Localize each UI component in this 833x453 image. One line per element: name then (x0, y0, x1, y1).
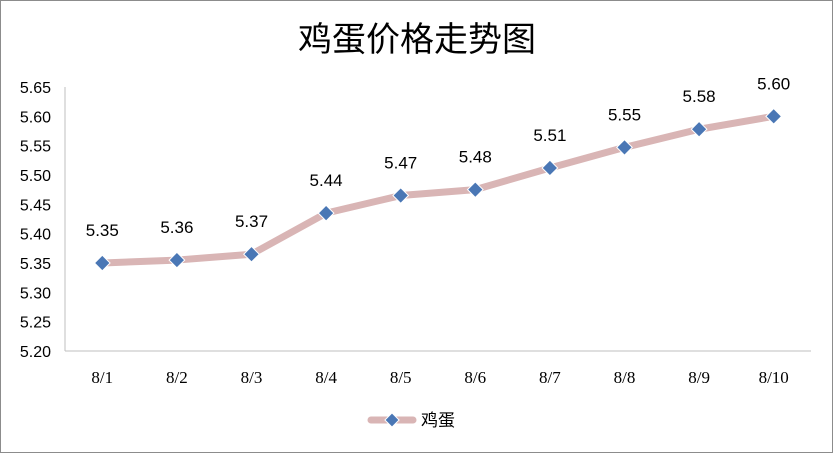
data-label: 5.47 (384, 154, 417, 173)
data-label: 5.35 (86, 221, 119, 240)
x-tick-label: 8/10 (759, 368, 789, 387)
data-label: 5.36 (160, 218, 193, 237)
data-point-marker (616, 138, 633, 156)
data-label: 5.48 (459, 148, 492, 167)
chart-title: 鸡蛋价格走势图 (298, 20, 536, 60)
series-line (98, 112, 778, 267)
y-tick-label: 5.50 (20, 168, 51, 185)
data-point-marker (466, 181, 484, 199)
x-tick-label: 8/9 (688, 368, 710, 387)
y-tick-label: 5.55 (20, 139, 51, 156)
y-tick-label: 5.40 (20, 227, 51, 244)
y-tick-label: 5.30 (20, 285, 51, 302)
legend: 鸡蛋 (367, 411, 455, 431)
y-tick-labels: 5.20 5.25 5.30 5.35 5.40 5.45 5.50 5.55 5.60 5.65 (20, 80, 51, 361)
x-tick-label: 8/2 (166, 368, 188, 387)
data-label: 5.60 (757, 74, 790, 93)
legend-marker-swatch (384, 412, 400, 428)
y-tick-label: 5.60 (20, 109, 51, 126)
data-label: 5.44 (310, 171, 343, 190)
x-tick-label: 8/7 (539, 368, 561, 387)
data-point-marker (541, 159, 559, 177)
data-labels: 5.35 5.36 5.37 5.44 5.47 5.48 5.51 5.55 5.58 5.60 (86, 74, 790, 240)
data-point-marker (690, 120, 708, 138)
legend-label: 鸡蛋 (421, 411, 455, 431)
x-tick-label: 8/3 (241, 368, 263, 387)
series-markers (93, 107, 783, 272)
data-point-marker (317, 204, 335, 222)
x-tick-label: 8/6 (464, 368, 486, 387)
data-label: 5.37 (235, 212, 268, 231)
x-tick-label: 8/1 (91, 368, 113, 387)
data-label: 5.51 (533, 126, 566, 145)
data-point-marker (93, 254, 111, 272)
x-tick-label: 8/8 (614, 368, 636, 387)
data-point-marker (168, 251, 186, 269)
data-label: 5.55 (608, 105, 641, 124)
y-tick-label: 5.35 (20, 256, 51, 273)
y-tick-label: 5.20 (20, 344, 51, 361)
y-tick-label: 5.45 (20, 197, 51, 214)
data-point-marker (243, 245, 260, 263)
x-tick-label: 8/5 (390, 368, 412, 387)
y-tick-label: 5.25 (20, 315, 51, 332)
y-tick-label: 5.65 (20, 80, 51, 97)
x-tick-label: 8/4 (315, 368, 337, 387)
x-tick-labels: 8/1 8/2 8/3 8/4 8/5 8/6 8/7 8/8 8/9 8/10 (91, 368, 788, 387)
data-label: 5.58 (683, 87, 716, 106)
data-point-marker (392, 187, 410, 205)
data-point-marker (765, 107, 783, 125)
